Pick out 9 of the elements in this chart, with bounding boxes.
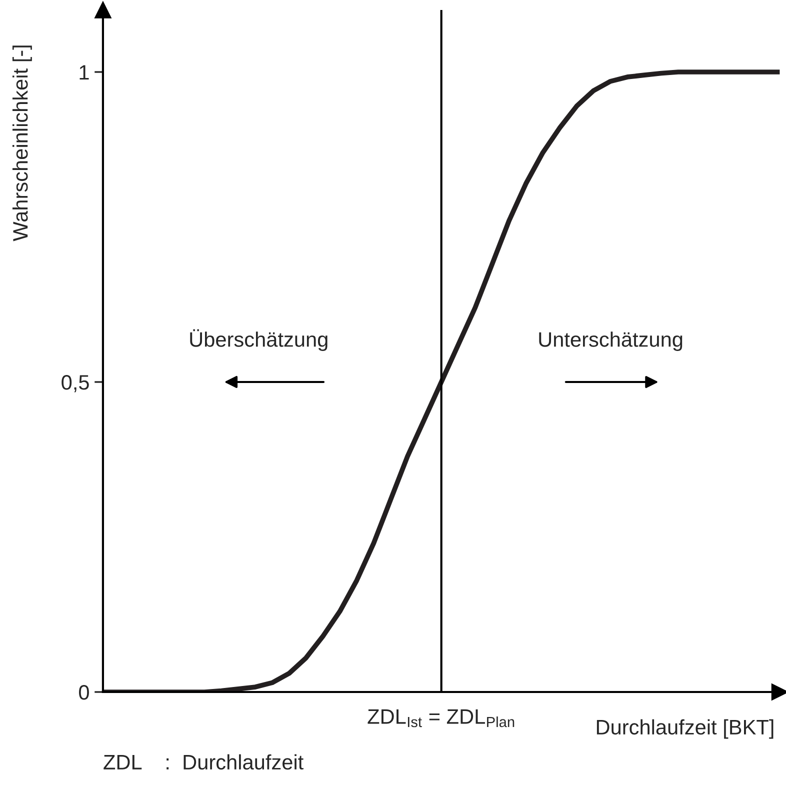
y-tick-label: 0 bbox=[79, 685, 89, 700]
annotation: Unterschätzung bbox=[539, 332, 682, 351]
x-axis-title: Durchlaufzeit [BKT] bbox=[596, 719, 774, 739]
y-axis-title: Wahrscheinlichkeit [-] bbox=[12, 46, 32, 242]
annotation: Überschätzung bbox=[190, 329, 328, 351]
text: ZDL$_{Ist}$ = ZDL$_{Plan}$ bbox=[368, 709, 514, 728]
y-tick-label: 0,5 bbox=[62, 375, 89, 392]
y-tick-label: 1 bbox=[80, 65, 89, 80]
text: ZDL : Durchlaufzeit bbox=[104, 754, 304, 770]
